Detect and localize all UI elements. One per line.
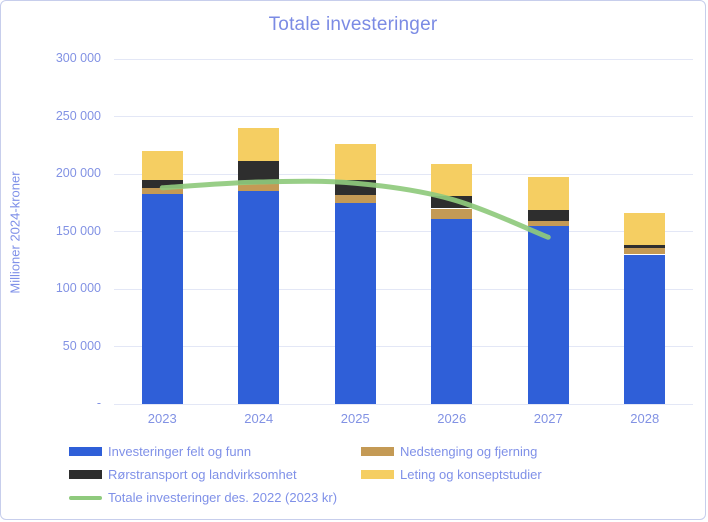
bar-segment	[334, 202, 376, 404]
bar-segment	[624, 247, 666, 255]
x-tick-label: 2027	[533, 411, 563, 426]
legend-label: Nedstenging og fjerning	[400, 444, 538, 459]
bar-segment	[431, 218, 473, 404]
y-tick-label: 200 000	[55, 166, 101, 180]
bar-segment	[238, 128, 280, 162]
y-tick-label: -	[96, 396, 101, 410]
bar-segment	[334, 194, 376, 203]
legend-label: Totale investeringer des. 2022 (2023 kr)	[108, 490, 338, 505]
legend-line-swatch	[69, 495, 102, 500]
legend-item: Totale investeringer des. 2022 (2023 kr)	[69, 490, 337, 505]
bar-segment	[238, 184, 280, 192]
bar-segment	[624, 213, 666, 245]
legend-color-swatch	[361, 470, 394, 479]
bar-segment	[431, 195, 473, 209]
bar-segment	[141, 179, 183, 188]
legend-color-swatch	[69, 447, 102, 456]
legend-item: Leting og konseptstudier	[361, 467, 542, 482]
y-tick-label: 50 000	[62, 338, 101, 353]
bar-segment	[141, 193, 183, 404]
x-tick-label: 2024	[244, 411, 274, 426]
bar-segment	[334, 179, 376, 195]
legend-item: Investeringer felt og funn	[69, 444, 251, 459]
x-tick-label: 2026	[437, 411, 467, 426]
y-tick-label: 150 000	[55, 223, 101, 238]
legend-label: Rørstransport og landvirksomhet	[108, 467, 297, 482]
bar-segment	[141, 151, 183, 180]
x-tick-label: 2023	[147, 411, 177, 426]
bar-segment	[624, 254, 666, 404]
legend-item: Nedstenging og fjerning	[361, 444, 537, 459]
legend-item: Rørstransport og landvirksomhet	[69, 467, 297, 482]
x-tick-label: 2025	[340, 411, 370, 426]
chart-title: Totale investeringer	[268, 14, 438, 35]
legend-color-swatch	[361, 447, 394, 456]
gridline	[114, 403, 693, 405]
gridline	[114, 288, 693, 290]
x-tick-label: 2028	[630, 411, 660, 426]
bar-segment	[431, 163, 473, 196]
bar-segment	[141, 187, 183, 194]
y-tick-label: 250 000	[55, 108, 101, 123]
bar-segment	[527, 209, 569, 222]
y-tick-label: 300 000	[55, 51, 101, 65]
bar-segment	[624, 244, 666, 248]
bar-segment	[527, 221, 569, 226]
legend-label: Investeringer felt og funn	[108, 444, 252, 459]
bar-segment	[334, 144, 376, 180]
gridline	[114, 116, 693, 117]
bar-segment	[431, 208, 473, 219]
gridline	[114, 346, 693, 347]
bar-segment	[238, 161, 280, 185]
y-tick-label: 100 000	[55, 281, 101, 295]
legend-label: Leting og konseptstudier	[400, 467, 542, 482]
gridline	[114, 231, 693, 232]
legend-color-swatch	[69, 470, 102, 479]
gridline	[114, 173, 693, 175]
gridline	[114, 58, 693, 60]
bar-segment	[238, 191, 280, 404]
bar-segment	[527, 177, 569, 210]
bar-segment	[527, 225, 569, 404]
